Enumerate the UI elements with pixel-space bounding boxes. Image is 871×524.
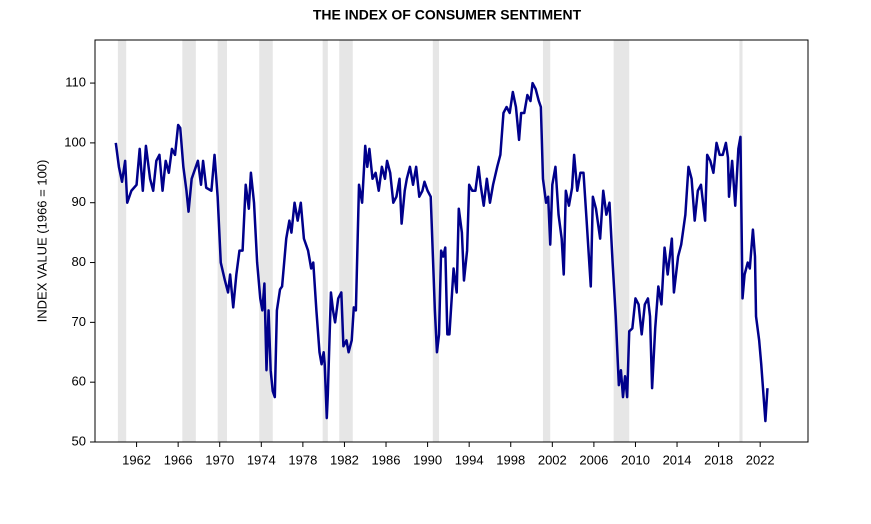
x-tick-label: 2010	[621, 452, 650, 467]
recession-band	[217, 40, 227, 442]
recession-band	[542, 40, 551, 442]
x-tick-label: 1998	[496, 452, 525, 467]
y-axis-label: INDEX VALUE (1966 = 100)	[34, 160, 49, 323]
plot-frame	[94, 39, 809, 443]
recession-band	[182, 40, 196, 442]
x-tick-label: 1994	[455, 452, 484, 467]
y-tick-label: 90	[72, 194, 86, 209]
recession-band	[322, 40, 328, 442]
chart-title: THE INDEX OF CONSUMER SENTIMENT	[313, 7, 582, 23]
y-tick-label: 100	[64, 134, 86, 149]
y-tick-label: 70	[72, 314, 86, 329]
y-tick-label: 110	[65, 75, 86, 90]
x-tick-label: 2018	[704, 452, 733, 467]
recession-band	[339, 40, 353, 442]
recession-band	[432, 40, 440, 442]
y-tick-label: 80	[72, 254, 86, 269]
y-tick-label: 50	[72, 433, 86, 448]
x-tick-label: 2014	[663, 452, 692, 467]
x-tick-label: 1986	[372, 452, 401, 467]
y-tick-label: 60	[72, 374, 86, 389]
x-tick-label: 1966	[164, 452, 193, 467]
sentiment-line	[114, 81, 769, 423]
x-tick-label: 2022	[746, 452, 775, 467]
x-tick-label: 1970	[205, 452, 234, 467]
x-tick-label: 2006	[579, 452, 608, 467]
x-tick-label: 1962	[122, 452, 151, 467]
x-tick-label: 2002	[538, 452, 567, 467]
x-tick-label: 1990	[413, 452, 442, 467]
x-tick-label: 1982	[330, 452, 359, 467]
x-tick-label: 1974	[247, 452, 276, 467]
recession-band	[117, 40, 127, 442]
x-tick-label: 1978	[288, 452, 317, 467]
